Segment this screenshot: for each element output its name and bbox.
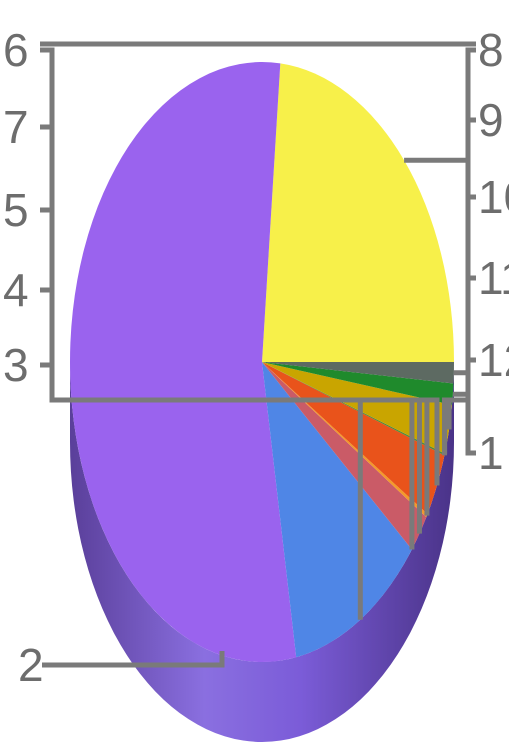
slice-label-3: 3 <box>3 339 29 391</box>
slice-label-9: 9 <box>478 94 504 146</box>
leader-line-2 <box>42 651 225 668</box>
pie-slice-9 <box>262 362 445 456</box>
slice-label-2: 2 <box>18 639 44 691</box>
slice-label-11: 11 <box>478 252 509 304</box>
slice-label-6: 6 <box>3 24 29 76</box>
leader-line-10 <box>446 194 476 430</box>
pie-slice-10 <box>262 362 453 454</box>
pie-slice-2 <box>70 62 297 663</box>
pie-slice-3 <box>262 362 412 658</box>
slice-label-10: 10 <box>478 171 509 223</box>
pie-side-surface <box>70 362 454 742</box>
pie-slice-1 <box>262 63 454 362</box>
pie-slice-5 <box>262 362 427 550</box>
slice-label-5: 5 <box>3 184 29 236</box>
pie-slice-12 <box>262 362 454 384</box>
slice-label-12: 12 <box>478 334 509 386</box>
leader-line-11 <box>452 275 476 397</box>
leader-line-7 <box>40 124 440 486</box>
slice-label-4: 4 <box>3 264 29 316</box>
slice-label-7: 7 <box>3 101 29 153</box>
slice-label-1: 1 <box>478 427 504 479</box>
slice-label-8: 8 <box>478 24 504 76</box>
pie-slice-11 <box>262 362 454 405</box>
pie-side-wall <box>70 362 454 742</box>
leader-line-12 <box>453 357 476 376</box>
